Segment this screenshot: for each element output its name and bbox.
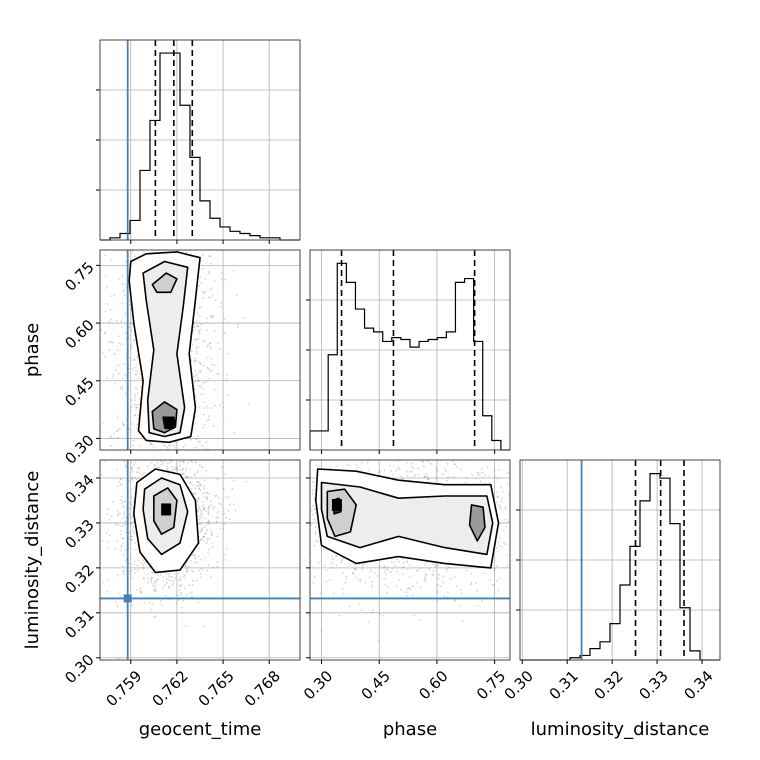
pair-phase-vs-luminosity-distance-contour-2 [326,488,358,538]
hist-luminosity-distance-step-line [520,473,720,661]
pair-geocent-time-vs-phase-plot-area [100,250,250,450]
pair-geocent-time-vs-luminosity-distance: 0.759 0.762 0.765 0.768 0.30 0.31 0.32 0.33 0.34 [61,459,301,710]
pair-phase-vs-luminosity-distance-xtick-label-0: 0.30 [300,667,336,703]
pair-phase-vs-luminosity-distance-xtick-label-1: 0.45 [358,667,394,703]
hist-phase-step-line [309,262,510,451]
pair-phase-vs-luminosity-distance-contour-3 [468,504,486,542]
pair-geocent-time-vs-luminosity-distance-density-peak [161,503,172,516]
pair-geocent-time-vs-luminosity-distance-xtick-label-0: 0.759 [102,667,145,710]
pair-phase-vs-luminosity-distance-density-fill-1 [321,482,493,555]
pair-geocent-time-vs-phase-contour-4 [162,416,177,428]
pair-geocent-time-vs-phase-density-fill-1 [143,261,188,437]
pair-geocent-time-vs-phase-density-peak [164,417,175,430]
pair-geocent-time-vs-phase-ytick-label-2: 0.60 [61,316,97,352]
hist-phase-frame [309,249,511,451]
pair-geocent-time-vs-luminosity-distance-ytick-label-3: 0.33 [61,516,97,552]
pair-phase-vs-luminosity-distance-frame [309,459,511,661]
pair-geocent-time-vs-luminosity-distance-contour-1 [142,477,189,556]
hist-luminosity-distance-xtick-label-4: 0.34 [680,667,716,703]
pair-geocent-time-vs-luminosity-distance-ytick-label-4: 0.34 [61,471,97,507]
pair-geocent-time-vs-luminosity-distance-ytick-label-0: 0.30 [61,651,97,687]
pair-geocent-time-vs-phase-contour-2 [151,272,178,294]
pair-phase-vs-luminosity-distance-plot-area [310,460,510,642]
hist-geocent-time [96,39,301,244]
pair-phase-vs-luminosity-distance-contour-4 [332,497,342,515]
pair-geocent-time-vs-phase-contour-0 [128,251,201,444]
hist-geocent-time-step-line [100,52,300,241]
hist-luminosity-distance-xtick-label-3: 0.33 [635,667,671,703]
pair-geocent-time-vs-phase-density-fill-2 [152,273,177,293]
pair-geocent-time-vs-phase-contour-3 [151,401,178,434]
pair-geocent-time-vs-luminosity-distance-contour-0 [133,468,200,574]
pair-phase-vs-luminosity-distance-xtick-label-2: 0.60 [415,667,451,703]
hist-geocent-time-frame [99,39,301,241]
y-axis-label-phase: phase [22,323,43,377]
pair-geocent-time-vs-phase-frame [99,249,301,451]
pair-geocent-time-vs-phase-ytick-label-1: 0.45 [61,374,97,410]
pair-phase-vs-luminosity-distance-contour-1 [320,481,494,556]
pair-phase-vs-luminosity-distance-density-peak [331,498,342,511]
hist-luminosity-distance-xtick-label-2: 0.32 [591,667,627,703]
pair-geocent-time-vs-luminosity-distance-ytick-label-1: 0.31 [61,606,97,642]
pair-geocent-time-vs-luminosity-distance-plot-area [100,460,300,660]
x-axis-label-phase: phase [383,719,437,740]
hist-luminosity-distance-xtick-label-1: 0.31 [546,667,582,703]
hist-luminosity-distance-xtick-label-0: 0.30 [501,667,537,703]
pair-phase-vs-luminosity-distance-contour-0 [314,468,500,569]
pair-geocent-time-vs-luminosity-distance-xtick-label-3: 0.768 [241,667,284,710]
pair-geocent-time-vs-luminosity-distance-frame [99,459,301,661]
x-axis-label-luminosity-distance: luminosity_distance [531,719,710,740]
y-axis-label-luminosity-distance: luminosity_distance [22,471,43,650]
hist-luminosity-distance: 0.30 0.31 0.32 0.33 0.34 [501,459,721,703]
pair-geocent-time-vs-phase-ytick-label-0: 0.30 [61,431,97,467]
pair-geocent-time-vs-luminosity-distance-xtick-label-1: 0.762 [149,667,192,710]
pair-geocent-time-vs-luminosity-distance-xtick-label-2: 0.765 [195,667,238,710]
pair-phase-vs-luminosity-distance-xtick-label-3: 0.75 [473,667,509,703]
pair-geocent-time-vs-phase-ytick-label-3: 0.75 [61,258,97,294]
pair-geocent-time-vs-phase-contour-1 [142,260,189,438]
pair-geocent-time-vs-luminosity-distance-ytick-label-2: 0.32 [61,561,97,597]
x-axis-label-geocent-time: geocent_time [139,719,262,740]
hist-luminosity-distance-frame [519,459,721,661]
hist-phase [306,249,511,454]
pair-geocent-time-vs-luminosity-distance-contour-2 [153,487,178,536]
pair-geocent-time-vs-luminosity-distance-truth-marker [123,594,132,603]
